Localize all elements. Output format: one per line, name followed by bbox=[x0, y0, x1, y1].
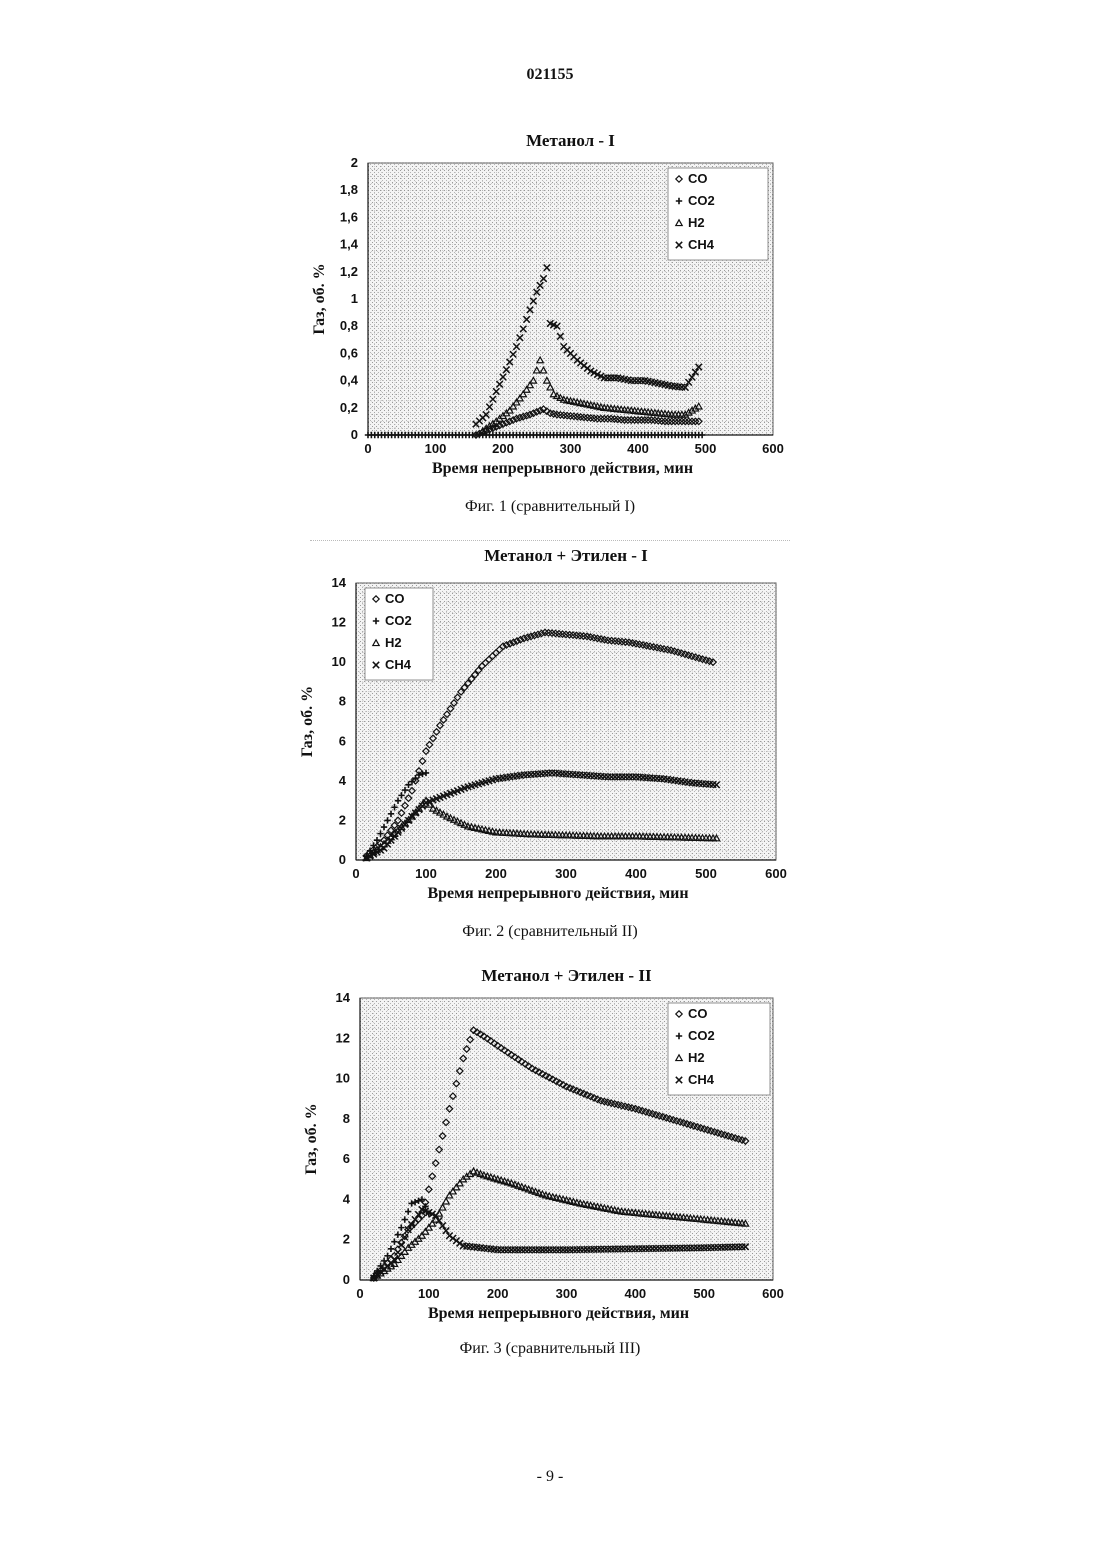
legend-co-label: CO bbox=[688, 1006, 708, 1021]
legend-ch4-label: CH4 bbox=[688, 1072, 715, 1087]
y-tick-label: 12 bbox=[336, 1030, 350, 1045]
x-tick-label: 400 bbox=[627, 441, 649, 456]
figure-3: Метанол + Этилен - II0100200300400500600… bbox=[0, 965, 1100, 1345]
y-axis-label: Газ, об. % bbox=[303, 1103, 320, 1174]
patent-number: 021155 bbox=[0, 66, 1100, 84]
legend-ch4-label: CH4 bbox=[688, 237, 715, 252]
x-tick-label: 300 bbox=[555, 866, 577, 881]
y-axis-label: Газ, об. % bbox=[299, 686, 316, 757]
legend-box bbox=[668, 168, 768, 260]
page-number: - 9 - bbox=[0, 1468, 1100, 1486]
figure-3-caption: Фиг. 3 (сравнительный III) bbox=[0, 1340, 1100, 1358]
x-tick-label: 300 bbox=[556, 1286, 578, 1301]
x-tick-label: 600 bbox=[765, 866, 787, 881]
x-axis-label: Время непрерывного действия, мин bbox=[432, 460, 693, 477]
y-tick-label: 0 bbox=[343, 1272, 350, 1287]
chart-title: Метанол - I bbox=[526, 131, 615, 150]
x-tick-label: 100 bbox=[415, 866, 437, 881]
y-tick-label: 2 bbox=[339, 812, 346, 827]
legend-co2-label: CO2 bbox=[385, 613, 412, 628]
x-tick-label: 500 bbox=[695, 441, 717, 456]
x-tick-label: 100 bbox=[418, 1286, 440, 1301]
y-tick-label: 8 bbox=[339, 694, 346, 709]
y-tick-label: 12 bbox=[332, 615, 346, 630]
x-tick-label: 200 bbox=[487, 1286, 509, 1301]
chart-2: Метанол + Этилен - I 0 100 200 300 400 500 600 0… bbox=[0, 545, 1100, 925]
y-tick-label: 2 bbox=[351, 155, 358, 170]
y-tick-label: 1,6 bbox=[340, 209, 358, 224]
y-tick-label: 8 bbox=[343, 1111, 350, 1126]
x-tick-label: 0 bbox=[352, 866, 359, 881]
y-tick-label: 6 bbox=[339, 733, 346, 748]
y-tick-label: 2 bbox=[343, 1232, 350, 1247]
y-axis-label: Газ, об. % bbox=[311, 263, 328, 334]
y-tick-label: 1,4 bbox=[340, 237, 359, 252]
chart-3: Метанол + Этилен - II0100200300400500600… bbox=[0, 965, 1100, 1345]
legend: CO CO2 H2 CH4 bbox=[365, 588, 433, 680]
x-tick-label: 0 bbox=[356, 1286, 363, 1301]
y-tick-label: 0,4 bbox=[340, 373, 359, 388]
figure-2: Метанол + Этилен - I 0 100 200 300 400 500 600 0… bbox=[0, 545, 1100, 925]
legend: CO CO2 H2 CH4 bbox=[668, 168, 768, 260]
legend-h2-label: H2 bbox=[688, 1050, 705, 1065]
x-tick-label: 500 bbox=[695, 866, 717, 881]
y-tick-label: 0,8 bbox=[340, 318, 358, 333]
y-tick-label: 10 bbox=[336, 1071, 350, 1086]
legend-co2-label: CO2 bbox=[688, 1028, 715, 1043]
x-tick-label: 200 bbox=[485, 866, 507, 881]
x-tick-label: 300 bbox=[560, 441, 582, 456]
x-tick-label: 500 bbox=[693, 1286, 715, 1301]
legend-co2-label: CO2 bbox=[688, 193, 715, 208]
y-tick-label: 1,2 bbox=[340, 264, 358, 279]
y-tick-label: 6 bbox=[343, 1151, 350, 1166]
separator bbox=[310, 540, 790, 541]
x-tick-label: 400 bbox=[624, 1286, 646, 1301]
figure-1-caption: Фиг. 1 (сравнительный I) bbox=[0, 498, 1100, 516]
x-tick-label: 100 bbox=[425, 441, 447, 456]
y-tick-label: 0,2 bbox=[340, 400, 358, 415]
chart-title: Метанол + Этилен - I bbox=[484, 546, 648, 565]
legend-co-label: CO bbox=[385, 591, 405, 606]
y-tick-label: 0 bbox=[339, 852, 346, 867]
figure-1: Метанол - I 0 100 200 300 400 500 600 0 0,2 0,4 0,6… bbox=[0, 130, 1100, 530]
chart-title: Метанол + Этилен - II bbox=[481, 966, 652, 985]
x-axis-label: Время непрерывного действия, мин bbox=[427, 885, 688, 902]
y-tick-label: 14 bbox=[336, 990, 351, 1005]
chart-1: Метанол - I 0 100 200 300 400 500 600 0 0,2 0,4 0,6… bbox=[0, 130, 1100, 530]
legend: CO CO2 H2 CH4 bbox=[668, 1003, 770, 1095]
y-tick-label: 4 bbox=[339, 773, 347, 788]
x-tick-label: 400 bbox=[625, 866, 647, 881]
legend-co-label: CO bbox=[688, 171, 708, 186]
figure-2-caption: Фиг. 2 (сравнительный II) bbox=[0, 923, 1100, 941]
y-tick-label: 0 bbox=[351, 427, 358, 442]
x-tick-label: 600 bbox=[762, 441, 784, 456]
y-tick-label: 1,8 bbox=[340, 182, 358, 197]
y-tick-label: 1 bbox=[351, 291, 358, 306]
x-tick-label: 0 bbox=[364, 441, 371, 456]
legend-ch4-label: CH4 bbox=[385, 657, 412, 672]
x-tick-label: 600 bbox=[762, 1286, 784, 1301]
legend-h2-label: H2 bbox=[688, 215, 705, 230]
y-tick-label: 10 bbox=[332, 654, 346, 669]
x-axis-label: Время непрерывного действия, мин bbox=[428, 1305, 689, 1322]
legend-box bbox=[668, 1003, 770, 1095]
legend-h2-label: H2 bbox=[385, 635, 402, 650]
y-tick-label: 14 bbox=[332, 575, 347, 590]
x-tick-label: 200 bbox=[492, 441, 514, 456]
y-tick-label: 0,6 bbox=[340, 345, 358, 360]
y-tick-label: 4 bbox=[343, 1191, 351, 1206]
